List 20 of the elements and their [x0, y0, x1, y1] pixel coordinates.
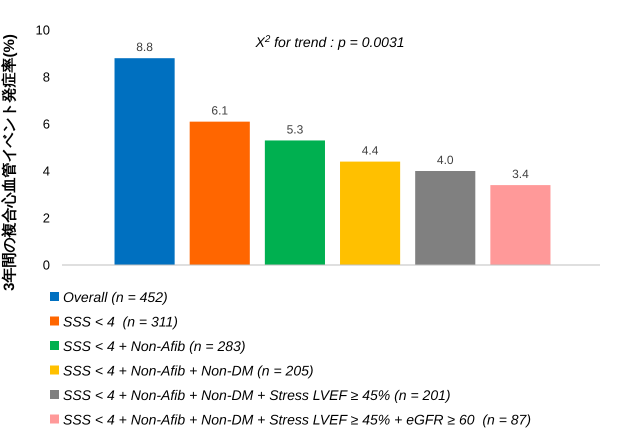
y-tick-label: 6 — [42, 116, 50, 132]
data-label: 6.1 — [211, 104, 228, 118]
legend-label: SSS < 4 + Non-Afib + Non-DM + Stress LVEF ≥ 45% + eGFR ≥ 60 (n = 87) — [63, 411, 531, 428]
data-label: 4.0 — [436, 153, 454, 167]
y-axis-title: 3年間の複合心血管イベント発症率(%) — [0, 34, 18, 291]
data-label: 3.4 — [512, 167, 530, 182]
legend-label: SSS < 4 + Non-Afib + Non-DM + Stress LVEF ≥ 45% (n = 201) — [63, 386, 451, 403]
y-tick-label: 8 — [42, 70, 50, 85]
legend-label: SSS < 4 (n = 311) — [63, 313, 178, 330]
annotation: X$^{2}$ for trend : p = 0.0031 — [254, 34, 405, 50]
data-label: 5.3 — [286, 122, 304, 136]
data-label: 4.4 — [362, 144, 379, 158]
y-tick-label: 0 — [42, 258, 50, 273]
legend-label: SSS < 4 + Non-Afib (n = 283) — [63, 338, 246, 354]
legend-label: Overall (n = 452) — [63, 288, 168, 305]
legend-label: SSS < 4 + Non-Afib + Non-DM (n = 205) — [63, 362, 314, 378]
y-tick-label: 4 — [42, 164, 50, 179]
data-label: 8.8 — [136, 40, 154, 54]
y-tick-label: 10 — [36, 22, 50, 38]
y-tick-label: 2 — [42, 210, 50, 226]
